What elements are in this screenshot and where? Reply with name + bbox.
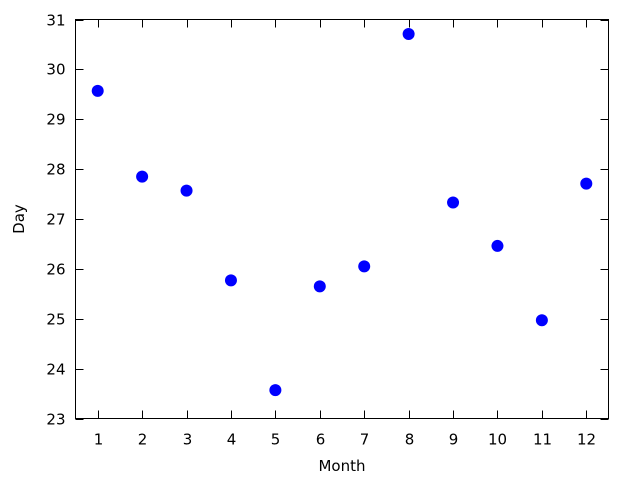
y-tick-label: 27 <box>46 211 65 229</box>
data-point <box>447 196 460 209</box>
axis-ticks <box>75 19 609 420</box>
data-point <box>491 239 504 252</box>
y-tick-label: 29 <box>46 111 65 129</box>
x-tick-label: 5 <box>271 431 281 449</box>
x-tick-label: 8 <box>405 431 415 449</box>
y-tick-label: 28 <box>46 161 65 179</box>
data-point <box>180 184 193 197</box>
data-points <box>91 27 593 397</box>
x-tick-label: 1 <box>94 431 104 449</box>
x-tick-label: 11 <box>533 431 552 449</box>
data-point <box>535 314 548 327</box>
y-tick-label: 30 <box>46 61 65 79</box>
x-tick-label: 2 <box>138 431 148 449</box>
x-tick-label: 4 <box>227 431 237 449</box>
plot-frame <box>75 19 609 419</box>
x-tick-label: 9 <box>449 431 459 449</box>
x-tick-label: 7 <box>360 431 370 449</box>
data-point <box>136 170 149 183</box>
y-tick-label: 23 <box>46 411 65 429</box>
x-tick-label: 3 <box>183 431 193 449</box>
data-point <box>224 274 237 287</box>
data-point <box>91 84 104 97</box>
y-tick-label: 26 <box>46 261 65 279</box>
x-tick-label: 12 <box>577 431 596 449</box>
data-point <box>269 384 282 397</box>
y-tick-label: 31 <box>46 12 65 30</box>
x-axis-label: Month <box>318 457 365 475</box>
x-tick-label: 10 <box>488 431 507 449</box>
y-tick-label: 25 <box>46 311 65 329</box>
y-tick-label: 24 <box>46 361 65 379</box>
data-point <box>580 177 593 190</box>
data-point <box>402 27 415 40</box>
data-point <box>358 260 371 273</box>
y-axis-label: Day <box>10 204 28 234</box>
data-point <box>313 280 326 293</box>
x-tick-label: 6 <box>316 431 326 449</box>
